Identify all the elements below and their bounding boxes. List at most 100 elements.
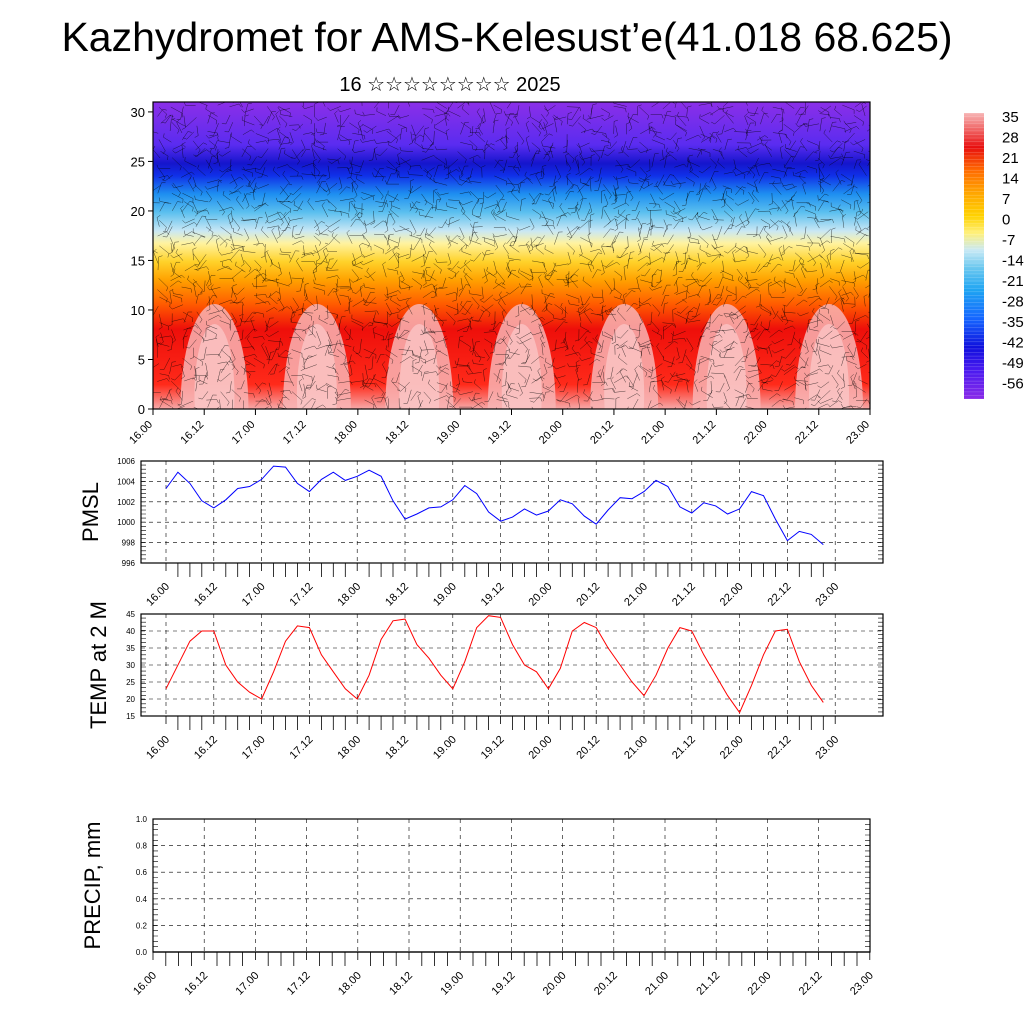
x-tick-label: 18.00	[332, 419, 360, 447]
x-tick-label: 22.00	[742, 419, 770, 447]
x-tick-label: 17.00	[240, 581, 268, 609]
colorbar-label: 35	[1002, 109, 1019, 126]
x-tick-label: 19.12	[479, 734, 507, 762]
y-tick-label: 45	[126, 610, 135, 619]
pmsl-panel: 996 998 1000 1002 1004 1006 16.00 16.12 17.00 17.…	[78, 457, 884, 609]
x-tick-label: 22.12	[793, 419, 821, 447]
y-tick-label: 998	[122, 539, 136, 548]
x-tick-label: 21.12	[694, 970, 722, 998]
x-tick-label: 18.00	[336, 970, 364, 998]
colorbar-label: -21	[1002, 273, 1024, 290]
y-tick-label: 30	[126, 661, 135, 670]
y-tick-label: 25	[126, 678, 135, 687]
x-tick-label: 19.00	[434, 419, 462, 447]
colorbar-bands	[964, 112, 984, 400]
x-tick-label: 22.00	[718, 734, 746, 762]
x-tick-label: 18.12	[383, 581, 411, 609]
y-tick-label: 20	[131, 204, 145, 219]
x-tick-label: 23.00	[813, 734, 841, 762]
x-tick-label: 22.00	[718, 581, 746, 609]
y-tick-label: 0.4	[136, 895, 148, 904]
x-tick-label: 21.12	[691, 419, 719, 447]
x-tick-label: 20.00	[527, 734, 555, 762]
colorbar-label: 7	[1002, 191, 1010, 208]
y-tick-label: 40	[126, 627, 135, 636]
x-tick-label: 19.12	[490, 970, 518, 998]
x-tick-label: 21.12	[670, 581, 698, 609]
x-tick-label: 16.00	[131, 970, 159, 998]
y-tick-label: 30	[131, 105, 145, 120]
wind-barbs	[153, 102, 870, 409]
x-tick-label: 23.00	[848, 970, 876, 998]
series-line	[165, 465, 824, 545]
colorbar-label: -7	[1002, 232, 1015, 249]
x-tick-label: 16.12	[192, 581, 220, 609]
temperature-wind-heatmap: 0 5 10 15 20 25 30 16.00 16.12 17.00 17.12 18.00 18.…	[127, 101, 872, 447]
colorbar-label: -42	[1002, 335, 1024, 352]
minor-ticks	[141, 613, 883, 717]
x-tick-label: 22.00	[746, 970, 774, 998]
y-tick-label: 0.8	[136, 842, 148, 851]
y-tick-label: 10	[131, 303, 145, 318]
panel-frame	[140, 460, 884, 564]
y-tick-label: 20	[126, 695, 135, 704]
y-axis-label: PRECIP, mm	[80, 822, 105, 950]
x-tick-label: 18.12	[387, 970, 415, 998]
x-tick-label: 17.00	[240, 734, 268, 762]
x-tick-label: 17.12	[281, 419, 309, 447]
y-axis-label: TEMP at 2 M	[86, 601, 111, 729]
y-tick-label: 0.2	[136, 921, 148, 930]
x-tick-label: 21.00	[643, 970, 671, 998]
x-tick-label: 22.12	[766, 734, 794, 762]
x-tick-label: 17.00	[234, 970, 262, 998]
x-tick-label: 22.12	[766, 581, 794, 609]
x-tick-label: 17.12	[285, 970, 313, 998]
x-tick-label: 20.00	[527, 581, 555, 609]
x-tick-label: 18.12	[383, 734, 411, 762]
x-tick-label: 20.12	[574, 734, 602, 762]
colorbar-label: -14	[1002, 253, 1024, 270]
x-tick-label: 21.00	[622, 734, 650, 762]
y-tick-label: 0.0	[136, 948, 148, 957]
x-tick-label: 16.00	[127, 419, 155, 447]
y-tick-label: 25	[131, 154, 145, 169]
y-axis-label: PMSL	[78, 482, 103, 542]
x-tick-label: 20.00	[541, 970, 569, 998]
x-tick-label: 20.12	[574, 581, 602, 609]
x-tick-label: 20.12	[592, 970, 620, 998]
colorbar-label: -49	[1002, 355, 1024, 372]
x-tick-label: 19.12	[486, 419, 514, 447]
y-tick-label: 1004	[117, 477, 135, 486]
y-tick-label: 5	[138, 352, 145, 367]
x-minor-ticks	[165, 563, 836, 577]
colorbar-label: 0	[1002, 212, 1010, 229]
x-tick-label: 22.12	[797, 970, 825, 998]
x-tick-label: 16.00	[144, 581, 172, 609]
x-tick-label: 17.12	[288, 734, 316, 762]
colorbar-label: 21	[1002, 150, 1019, 167]
warm-plume-core	[399, 324, 440, 409]
y-tick-label: 35	[126, 644, 135, 653]
x-tick-label: 21.00	[639, 419, 667, 447]
colorbar-label: -28	[1002, 294, 1024, 311]
y-tick-label: 1002	[117, 498, 135, 507]
chart-title: Kazhydromet for AMS-Kelesust’e(41.018 68…	[61, 14, 953, 60]
x-tick-label: 21.00	[622, 581, 650, 609]
y-tick-label: 0.6	[136, 868, 148, 877]
precip-panel: 0.0 0.2 0.4 0.6 0.8 1.0 16.00 16.12 17.00 17.12 18…	[80, 815, 876, 998]
x-tick-label: 18.00	[335, 581, 363, 609]
colorbar-label: -56	[1002, 376, 1024, 393]
y-tick-label: 1.0	[136, 815, 148, 824]
x-tick-label: 16.12	[182, 970, 210, 998]
x-tick-label: 18.12	[383, 419, 411, 447]
x-tick-label: 23.00	[844, 419, 872, 447]
x-minor-ticks	[152, 952, 871, 966]
x-tick-label: 16.12	[192, 734, 220, 762]
heatmap-overlay	[153, 102, 870, 409]
x-tick-label: 19.00	[438, 970, 466, 998]
chart-subtitle: 16 ☆☆☆☆☆☆☆☆ 2025	[339, 74, 561, 96]
temp-2m-panel: 15 20 25 30 35 40 45 16.00 16.12 17.00 17.12 18.00 1…	[86, 601, 884, 762]
y-tick-label: 1006	[117, 457, 135, 466]
y-tick-label: 15	[126, 712, 135, 721]
